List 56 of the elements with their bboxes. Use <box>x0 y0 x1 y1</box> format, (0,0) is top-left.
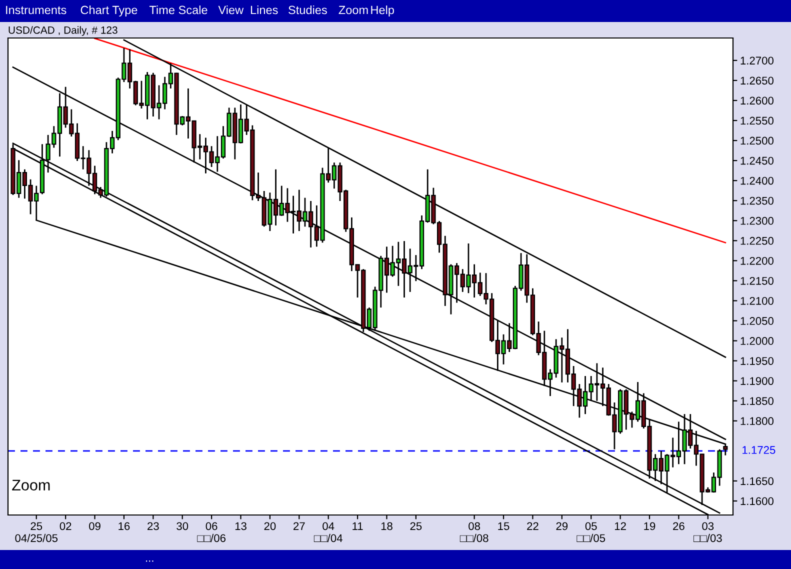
x-tick-label: 25 <box>410 522 422 530</box>
y-tick-label: 1.2400 <box>740 176 774 185</box>
x-tick-label: 27 <box>294 522 305 530</box>
ref-line-label: 1.1725 <box>742 446 776 454</box>
y-tick-label: 1.1600 <box>740 497 774 506</box>
x-tick-label: 22 <box>527 522 538 530</box>
x-tick-label: 06 □□/06 <box>197 522 226 542</box>
x-tick-label: 12 <box>614 522 626 530</box>
x-tick-label: 11 <box>352 522 363 530</box>
x-tick-label: 18 <box>381 522 392 530</box>
x-tick-label: 23 <box>148 522 159 530</box>
text: Zoom <box>338 6 368 14</box>
y-tick-label: 1.1900 <box>740 377 774 385</box>
x-tick-label: 29 <box>556 522 568 530</box>
x-tick-label: 19 <box>644 522 656 530</box>
y-tick-label: 1.2300 <box>740 216 774 225</box>
y-tick-label: 1.2450 <box>740 156 774 165</box>
y-tick-label: 1.1800 <box>740 417 774 426</box>
annotation: Zoom <box>12 480 50 491</box>
y-tick-label: 1.2500 <box>740 136 774 145</box>
y-tick-label: 1.2250 <box>740 236 774 245</box>
y-tick-label: 1.2000 <box>740 337 774 345</box>
x-tick-label: 08 □□/08 <box>460 522 488 542</box>
y-tick-label: 1.2050 <box>740 317 774 325</box>
text: Lines <box>250 6 278 14</box>
x-tick-label: 15 <box>498 522 510 530</box>
y-tick-label: 1.2350 <box>740 196 774 205</box>
y-tick-label: 1.2150 <box>740 276 774 285</box>
x-tick-label: 03 □□/03 <box>693 522 722 542</box>
text: ... <box>146 560 154 562</box>
x-tick-label: 02 <box>60 522 72 530</box>
x-tick-label: 30 <box>176 522 188 530</box>
text: Chart Type <box>80 6 138 17</box>
y-tick-label: 1.1950 <box>740 357 774 365</box>
chart-title: USD/CAD , Daily, # 123 <box>8 26 118 36</box>
y-tick-label: 1.2700 <box>740 56 774 65</box>
x-tick-label: 05 □□/05 <box>576 522 606 542</box>
y-tick-label: 1.1850 <box>740 397 774 405</box>
y-tick-label: 1.2550 <box>740 116 774 125</box>
text: Studies <box>288 6 327 14</box>
text: Time Scale <box>149 6 208 14</box>
x-tick-label: 26 <box>673 522 684 530</box>
x-tick-label: 20 <box>264 522 276 530</box>
y-tick-label: 1.2100 <box>740 297 774 305</box>
x-tick-label: 13 <box>235 522 246 530</box>
text: Help <box>371 6 394 17</box>
text: View <box>218 6 244 14</box>
y-tick-label: 1.1650 <box>740 477 774 486</box>
y-tick-label: 1.2650 <box>740 76 774 85</box>
x-tick-label: 16 <box>118 522 130 530</box>
x-tick-label: 04 □□/04 <box>314 522 342 542</box>
text: Instruments <box>6 6 66 14</box>
x-tick-label: 25 04/25/05 <box>15 522 58 542</box>
y-tick-label: 1.2200 <box>740 256 774 265</box>
y-tick-label: 1.2600 <box>740 96 774 105</box>
x-tick-label: 09 <box>89 522 100 530</box>
